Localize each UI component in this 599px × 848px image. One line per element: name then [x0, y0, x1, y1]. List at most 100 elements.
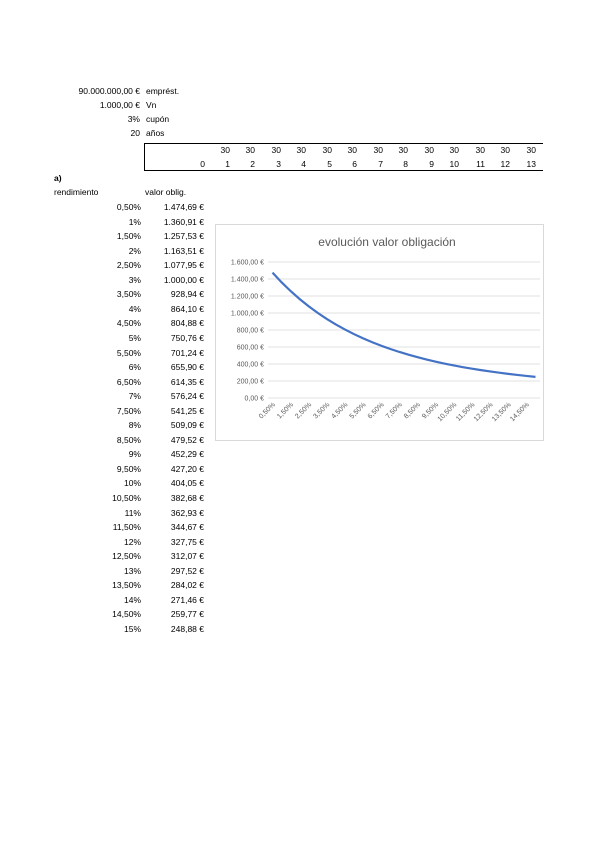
y-tick-label: 1.000,00 €	[231, 311, 264, 318]
cupon-label: cupón	[146, 114, 170, 124]
row-valor: 427,20 €	[170, 463, 204, 474]
row-valor: 362,93 €	[170, 507, 204, 518]
row-rendimiento: 7%	[128, 391, 141, 402]
row-rendimiento: 5%	[128, 332, 141, 343]
row-valor: 655,90 €	[170, 362, 204, 373]
row-rendimiento: 4,50%	[116, 318, 141, 329]
vn-value: 1.000,00 €	[99, 100, 140, 110]
cashflow-period-1: 1	[225, 159, 230, 169]
cashflow-flow-6: 30	[347, 145, 357, 155]
cashflow-period-5: 5	[327, 159, 332, 169]
row-valor: 701,24 €	[170, 347, 204, 358]
row-rendimiento: 6,50%	[116, 376, 141, 387]
x-tick-label: 6,50%	[367, 401, 386, 420]
row-rendimiento: 5,50%	[116, 347, 141, 358]
series-line-valor-obligacion	[271, 271, 536, 378]
cashflow-flow-3: 30	[271, 145, 281, 155]
x-tick-label: 14,50%	[509, 401, 531, 423]
prestamo-value: 90.000.000,00 €	[78, 86, 140, 96]
row-valor: 297,52 €	[170, 565, 204, 576]
cashflow-flow-2: 30	[245, 145, 255, 155]
row-valor: 382,68 €	[170, 493, 204, 503]
cashflow-table	[144, 143, 543, 171]
y-tick-label: 1.400,00 €	[231, 277, 264, 284]
x-tick-label: 2,50%	[294, 401, 313, 420]
row-rendimiento: 10,50%	[112, 493, 141, 503]
row-valor: 404,05 €	[170, 478, 204, 489]
row-rendimiento: 1%	[128, 216, 141, 227]
row-rendimiento: 6%	[128, 362, 141, 373]
row-rendimiento: 3%	[128, 274, 141, 285]
row-valor: 452,29 €	[170, 449, 204, 460]
chart-gridlines	[268, 261, 540, 399]
row-rendimiento: 3,50%	[116, 289, 141, 300]
row-rendimiento: 12%	[123, 536, 141, 547]
x-tick-label: 0,50%	[258, 401, 277, 420]
section-label: a)	[54, 173, 62, 183]
row-rendimiento: 10%	[123, 478, 141, 489]
vn-label: Vn	[146, 100, 157, 110]
row-valor: 344,67 €	[170, 522, 204, 533]
cashflow-flow-5: 30	[322, 145, 332, 155]
row-valor: 864,10 €	[170, 303, 204, 314]
x-tick-label: 5,50%	[349, 401, 368, 420]
cashflow-flow-12: 30	[500, 145, 510, 155]
row-valor: 928,94 €	[170, 289, 204, 300]
cashflow-period-12: 12	[500, 159, 510, 169]
line-chart: evolución valor obligación 0,00 € 200,00 …	[231, 235, 540, 423]
x-tick-label: 3,50%	[312, 401, 331, 420]
row-valor: 1.474,69 €	[163, 202, 204, 212]
cashflow-period-13: 13	[526, 159, 536, 169]
chart-frame: evolución valor obligación 0,00 € 200,00 …	[215, 224, 544, 441]
cashflow-period-9: 9	[429, 159, 434, 169]
row-rendimiento: 2,50%	[116, 260, 141, 271]
row-rendimiento: 2%	[128, 245, 141, 256]
col-header-rendimiento: rendimiento	[54, 187, 99, 197]
chart-x-tick-labels: 0,50% 1,50% 2,50% 3,50% 4,50% 5,50% 6,50% 7,50%…	[258, 401, 531, 423]
row-rendimiento: 13%	[123, 565, 141, 576]
x-tick-label: 10,50%	[437, 401, 459, 423]
row-rendimiento: 14,50%	[112, 609, 141, 620]
row-rendimiento: 11,50%	[112, 522, 141, 533]
cashflow-period-2: 2	[250, 159, 255, 169]
col-header-valor: valor oblig.	[145, 187, 187, 197]
row-valor: 1.163,51 €	[163, 245, 204, 256]
row-rendimiento: 14%	[123, 594, 141, 605]
row-valor: 1.257,53 €	[163, 231, 204, 242]
prestamo-label: emprést.	[146, 86, 180, 96]
row-rendimiento: 0,50%	[116, 202, 141, 212]
y-tick-label: 600,00 €	[237, 345, 264, 352]
y-tick-label: 1.600,00 €	[231, 260, 264, 267]
y-tick-label: 200,00 €	[237, 379, 264, 386]
chart-title: evolución valor obligación	[318, 235, 455, 249]
row-valor: 1.000,00 €	[163, 274, 204, 285]
cashflow-flow-11: 30	[475, 145, 485, 155]
row-valor: 284,02 €	[170, 580, 204, 591]
row-valor: 327,75 €	[170, 536, 204, 547]
row-valor: 804,88 €	[170, 318, 204, 329]
cashflow-flow-9: 30	[424, 145, 434, 155]
row-valor: 509,09 €	[170, 420, 204, 431]
row-valor: 479,52 €	[170, 434, 204, 445]
cashflow-flow-10: 30	[449, 145, 459, 155]
cashflow-period-8: 8	[403, 159, 408, 169]
row-rendimiento: 9,50%	[116, 463, 141, 474]
x-tick-label: 1,50%	[276, 401, 295, 420]
cashflow-flow-1: 30	[220, 145, 230, 155]
row-valor: 1.360,91 €	[163, 216, 204, 227]
row-rendimiento: 11%	[124, 507, 141, 518]
row-valor: 271,46 €	[170, 594, 204, 605]
cashflow-period-11: 11	[476, 159, 485, 169]
cashflow-flow-7: 30	[373, 145, 383, 155]
row-valor: 750,76 €	[170, 332, 204, 343]
row-rendimiento: 13,50%	[112, 580, 141, 591]
cashflow-period-7: 7	[378, 159, 383, 169]
cashflow-period-10: 10	[449, 159, 459, 169]
cashflow-period-4: 4	[301, 159, 306, 169]
cashflow-flow-4: 30	[296, 145, 306, 155]
y-tick-label: 400,00 €	[237, 362, 264, 369]
row-rendimiento: 8%	[128, 420, 141, 431]
cashflow-flow-8: 30	[398, 145, 408, 155]
cashflow-period-6: 6	[352, 159, 357, 169]
x-tick-label: 7,50%	[385, 401, 404, 420]
